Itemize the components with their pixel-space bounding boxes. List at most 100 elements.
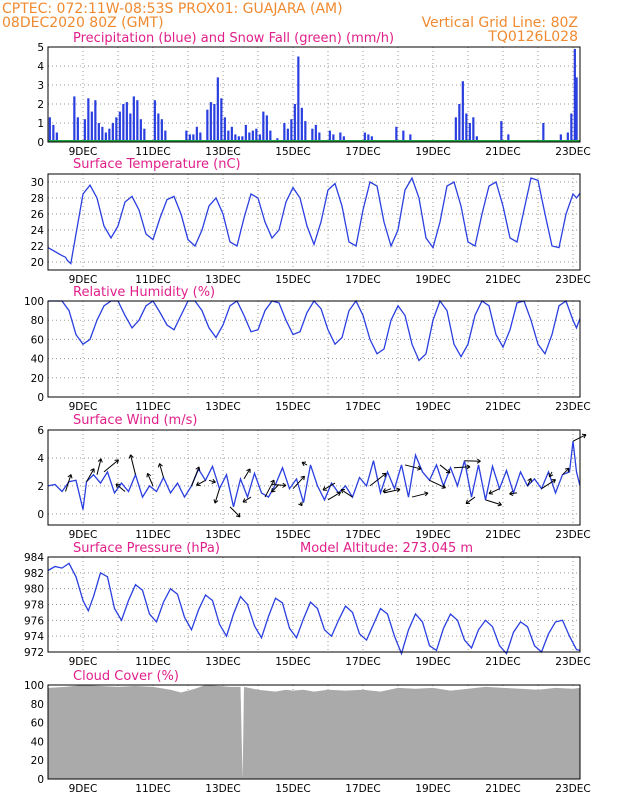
wind-arrow — [103, 459, 119, 473]
precip-bar — [132, 96, 135, 142]
cloud-xtick-label: 15DEC — [275, 783, 310, 795]
precip-bar — [248, 132, 251, 142]
precip-bar — [125, 102, 128, 142]
press-ytick-label: 980 — [24, 584, 44, 596]
precip-bar — [220, 98, 223, 142]
press-ytick-label: 976 — [24, 615, 44, 627]
precip-bar — [370, 136, 373, 142]
temp-ytick-label: 20 — [31, 257, 44, 269]
precip-bar — [209, 102, 212, 142]
wind-ytick-label: 2 — [37, 481, 44, 493]
precip-xtick-label: 21DEC — [485, 146, 520, 158]
precip-bar — [328, 130, 331, 142]
precip-xtick-label: 19DEC — [415, 146, 450, 158]
wind-arrow — [485, 499, 502, 506]
wind-arrow-head — [476, 458, 481, 464]
temp-xtick-label: 19DEC — [415, 274, 450, 286]
temp-xtick-label: 11DEC — [135, 274, 170, 286]
precip-bar — [234, 134, 237, 142]
wind-arrow — [264, 479, 275, 498]
press-title: Surface Pressure (hPa) — [73, 541, 220, 556]
precip-bar — [55, 132, 58, 142]
wind-arrow-head — [340, 489, 346, 494]
precip-bar — [76, 117, 79, 142]
wind-arrow-head — [235, 512, 241, 518]
precip-bar — [122, 104, 125, 142]
wind-arrow-head — [396, 487, 401, 493]
wind-arrow-head — [417, 465, 422, 471]
wind-arrow-head — [282, 482, 287, 488]
precip-bar — [160, 119, 163, 142]
wind-arrow-head — [509, 490, 514, 496]
rh-xtick-label: 21DEC — [485, 401, 520, 413]
precip-bar — [468, 123, 471, 142]
press-xtick-label: 11DEC — [135, 656, 170, 668]
precip-bar — [111, 123, 114, 142]
temp-xtick-label: 13DEC — [205, 274, 240, 286]
wind-panel: Surface Wind (m/s) 0 2 4 6 9DEC 11DEC 13DEC 15DE… — [37, 413, 590, 541]
press-subtitle: Model Altitude: 273.045 m — [300, 541, 473, 556]
precip-bar — [237, 136, 240, 142]
precip-bar — [87, 98, 90, 142]
wind-arrow — [271, 484, 280, 493]
wind-arrow-head — [298, 501, 303, 507]
precip-bar — [48, 117, 51, 142]
precip-frame — [47, 46, 581, 143]
wind-arrow — [439, 464, 451, 474]
rh-xtick-label: 9DEC — [69, 401, 98, 413]
wind-arrow — [404, 464, 422, 470]
wind-arrow-head — [336, 491, 341, 497]
precip-bar — [304, 121, 307, 142]
wind-arrow-head — [551, 479, 556, 484]
meteogram-panels: Precipitation (blue) and Snow Fall (gree… — [24, 31, 591, 795]
press-xtick-label: 23DEC — [555, 656, 590, 668]
wind-frame — [47, 429, 581, 526]
cloud-xtick-label: 23DEC — [555, 783, 590, 795]
wind-arrow-head — [242, 498, 248, 503]
wind-arrow — [382, 488, 392, 493]
wind-arrow-head — [382, 488, 388, 493]
wind-arrow-head — [548, 472, 554, 478]
press-xtick-label: 13DEC — [205, 656, 240, 668]
cloud-xtick-label: 19DEC — [415, 783, 450, 795]
precip-bar — [293, 104, 296, 142]
wind-arrow-head — [157, 463, 163, 468]
precip-bar — [101, 126, 104, 142]
wind-arrow — [509, 492, 518, 495]
precip-bar — [199, 132, 202, 142]
precip-bar — [367, 134, 370, 142]
wind-arrow-head — [301, 461, 307, 467]
precip-bar — [262, 111, 265, 142]
precip-bar — [269, 130, 272, 142]
precip-xtick-label: 9DEC — [69, 146, 98, 158]
wind-arrow-head — [128, 454, 134, 459]
wind-xtick-label: 17DEC — [345, 529, 380, 541]
precip-bar — [402, 130, 405, 142]
wind-arrow-head — [445, 468, 451, 474]
press-xtick-label: 9DEC — [69, 656, 98, 668]
press-panel: Surface Pressure (hPa) Model Altitude: 27… — [24, 541, 591, 668]
wind-arrow — [562, 467, 570, 476]
cloud-xtick-label: 17DEC — [345, 783, 380, 795]
precip-bar — [195, 126, 198, 142]
precip-bar — [153, 100, 156, 142]
wind-arrow-head — [196, 481, 201, 487]
wind-arrow-head — [97, 458, 103, 463]
cloud-xtick-label: 21DEC — [485, 783, 520, 795]
wind-arrow — [369, 472, 387, 487]
temp-ytick-label: 28 — [31, 193, 44, 205]
precip-bar — [566, 132, 569, 142]
header-grid-line-note: Vertical Grid Line: 80Z — [422, 15, 578, 31]
precip-bar — [500, 121, 503, 142]
wind-arrow — [130, 454, 136, 475]
precip-bar — [244, 124, 247, 142]
wind-arrow-head — [271, 487, 276, 493]
precip-panel: Precipitation (blue) and Snow Fall (gree… — [37, 31, 590, 158]
wind-arrow-head — [300, 475, 305, 481]
precip-bar — [573, 48, 576, 142]
wind-arrow — [340, 489, 353, 498]
precip-bar — [97, 123, 100, 142]
press-ytick-label: 972 — [24, 647, 44, 659]
precip-bar — [118, 111, 121, 142]
press-ytick-label: 982 — [24, 568, 44, 580]
